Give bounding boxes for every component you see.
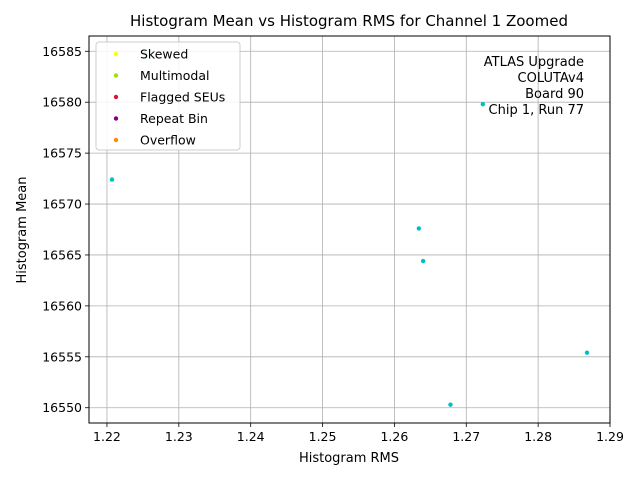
legend-marker: [113, 137, 119, 143]
data-point: [109, 177, 115, 182]
legend-box: [95, 41, 241, 151]
annotation-line-4: Chip 1, Run 77: [489, 103, 584, 118]
legend-entry: Overflow: [140, 133, 196, 148]
run-annotation: ATLAS Upgrade COLUTAv4 Board 90 Chip 1, …: [484, 55, 584, 118]
y-tick-label: 16550: [42, 400, 82, 415]
x-tick-label: 1.29: [596, 429, 624, 444]
y-axis-ticks: 16550 16555 16560 16565 16570 16575 16580 16585: [42, 44, 89, 415]
annotation-line-2: COLUTAv4: [518, 71, 584, 86]
x-tick-label: 1.26: [380, 429, 408, 444]
plot-frame: [88, 35, 611, 424]
annotation-line-3: Board 90: [525, 87, 584, 102]
legend-entry: Skewed: [140, 47, 188, 62]
legend-entry: Repeat Bin: [140, 111, 208, 126]
x-tick-label: 1.22: [93, 429, 121, 444]
legend-marker: [113, 116, 119, 121]
data-point: [416, 226, 422, 231]
y-tick-label: 16555: [42, 349, 82, 364]
legend-marker: [113, 94, 119, 100]
legend-entry: Flagged SEUs: [140, 90, 225, 105]
x-tick-label: 1.23: [165, 429, 193, 444]
data-point: [448, 402, 453, 407]
y-tick-label: 16575: [42, 146, 82, 161]
chart-title: Histogram Mean vs Histogram RMS for Chan…: [130, 12, 568, 30]
legend-marker: [113, 73, 119, 78]
data-point: [584, 350, 590, 355]
y-tick-label: 16570: [42, 197, 82, 212]
y-tick-label: 16580: [42, 95, 82, 110]
x-tick-label: 1.27: [452, 429, 480, 444]
y-tick-label: 16560: [42, 298, 82, 313]
x-tick-label: 1.28: [524, 429, 552, 444]
annotation-line-1: ATLAS Upgrade: [484, 55, 584, 70]
legend-entry: Multimodal: [140, 68, 209, 83]
data-point: [480, 102, 486, 107]
x-tick-label: 1.24: [237, 429, 265, 444]
x-axis-label: Histogram RMS: [299, 451, 399, 466]
y-axis-label: Histogram Mean: [15, 177, 30, 284]
y-tick-label: 16585: [42, 44, 82, 59]
x-axis-ticks: 1.22 1.23 1.24 1.25 1.26 1.27 1.28 1.29: [93, 423, 624, 444]
x-tick-label: 1.25: [309, 429, 337, 444]
data-point: [420, 258, 426, 264]
grid: [89, 36, 611, 423]
legend: Skewed Multimodal Flagged SEUs Repeat Bin Ov…: [95, 41, 241, 151]
y-tick-label: 16565: [42, 247, 82, 262]
legend-marker: [113, 51, 119, 57]
